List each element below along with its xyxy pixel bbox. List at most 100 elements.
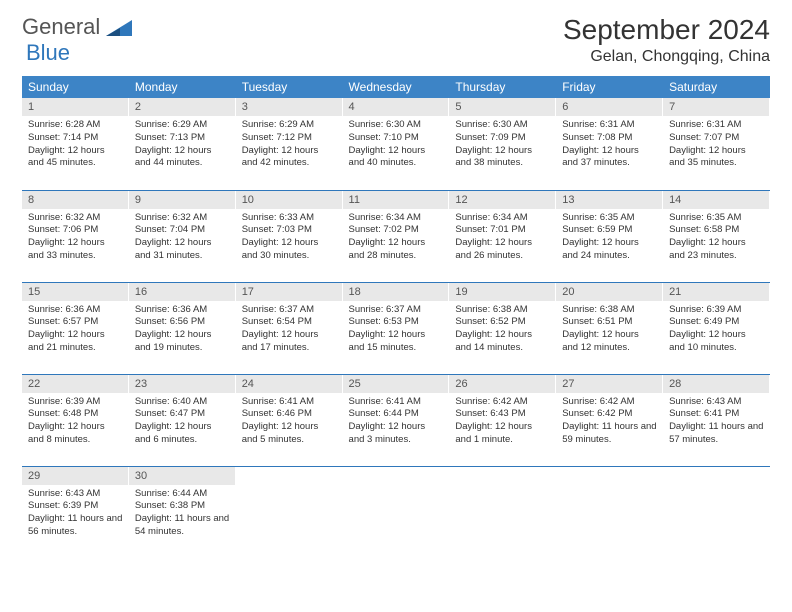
- daylight-line: Daylight: 11 hours and 54 minutes.: [135, 513, 230, 539]
- header: General September 2024 Gelan, Chongqing,…: [22, 14, 770, 66]
- sunset-line: Sunset: 6:49 PM: [669, 316, 764, 329]
- sunrise-line: Sunrise: 6:40 AM: [135, 396, 230, 409]
- sunset-line: Sunset: 6:38 PM: [135, 500, 230, 513]
- sunset-line: Sunset: 7:01 PM: [455, 224, 550, 237]
- empty-cell: [663, 467, 770, 473]
- sunset-line: Sunset: 6:59 PM: [562, 224, 657, 237]
- sunrise-line: Sunrise: 6:32 AM: [28, 212, 123, 225]
- day-details: Sunrise: 6:35 AMSunset: 6:58 PMDaylight:…: [663, 209, 770, 267]
- sunrise-line: Sunrise: 6:28 AM: [28, 119, 123, 132]
- daylight-line: Daylight: 12 hours and 30 minutes.: [242, 237, 337, 263]
- calendar-cell: 14Sunrise: 6:35 AMSunset: 6:58 PMDayligh…: [663, 190, 770, 282]
- sunset-line: Sunset: 6:48 PM: [28, 408, 123, 421]
- empty-cell: [556, 467, 663, 473]
- day-number: 25: [343, 375, 450, 393]
- dow-mon: Monday: [129, 76, 236, 98]
- sunset-line: Sunset: 6:44 PM: [349, 408, 444, 421]
- sunrise-line: Sunrise: 6:42 AM: [455, 396, 550, 409]
- sunset-line: Sunset: 6:47 PM: [135, 408, 230, 421]
- calendar-row: 22Sunrise: 6:39 AMSunset: 6:48 PMDayligh…: [22, 374, 770, 466]
- daylight-line: Daylight: 12 hours and 24 minutes.: [562, 237, 657, 263]
- dow-tue: Tuesday: [236, 76, 343, 98]
- calendar-cell: 28Sunrise: 6:43 AMSunset: 6:41 PMDayligh…: [663, 374, 770, 466]
- daylight-line: Daylight: 12 hours and 38 minutes.: [455, 145, 550, 171]
- sunset-line: Sunset: 6:39 PM: [28, 500, 123, 513]
- day-number: 3: [236, 98, 343, 116]
- day-number: 23: [129, 375, 236, 393]
- logo-text-blue: Blue: [26, 40, 70, 66]
- day-number: 18: [343, 283, 450, 301]
- sunset-line: Sunset: 7:07 PM: [669, 132, 764, 145]
- sunset-line: Sunset: 6:53 PM: [349, 316, 444, 329]
- day-number: 16: [129, 283, 236, 301]
- calendar-cell: 4Sunrise: 6:30 AMSunset: 7:10 PMDaylight…: [343, 98, 450, 190]
- day-details: Sunrise: 6:32 AMSunset: 7:06 PMDaylight:…: [22, 209, 129, 267]
- calendar-cell: 10Sunrise: 6:33 AMSunset: 7:03 PMDayligh…: [236, 190, 343, 282]
- day-number: 13: [556, 191, 663, 209]
- calendar-cell: [343, 466, 450, 558]
- day-details: Sunrise: 6:29 AMSunset: 7:13 PMDaylight:…: [129, 116, 236, 174]
- calendar-cell: 24Sunrise: 6:41 AMSunset: 6:46 PMDayligh…: [236, 374, 343, 466]
- day-number: 5: [449, 98, 556, 116]
- calendar-cell: [556, 466, 663, 558]
- day-details: Sunrise: 6:34 AMSunset: 7:02 PMDaylight:…: [343, 209, 450, 267]
- day-details: Sunrise: 6:33 AMSunset: 7:03 PMDaylight:…: [236, 209, 343, 267]
- calendar-cell: 23Sunrise: 6:40 AMSunset: 6:47 PMDayligh…: [129, 374, 236, 466]
- daylight-line: Daylight: 12 hours and 3 minutes.: [349, 421, 444, 447]
- day-number: 9: [129, 191, 236, 209]
- sunrise-line: Sunrise: 6:34 AM: [455, 212, 550, 225]
- sunset-line: Sunset: 7:12 PM: [242, 132, 337, 145]
- daylight-line: Daylight: 12 hours and 15 minutes.: [349, 329, 444, 355]
- calendar-cell: [449, 466, 556, 558]
- calendar-cell: 26Sunrise: 6:42 AMSunset: 6:43 PMDayligh…: [449, 374, 556, 466]
- calendar-row: 1Sunrise: 6:28 AMSunset: 7:14 PMDaylight…: [22, 98, 770, 190]
- day-number: 1: [22, 98, 129, 116]
- daylight-line: Daylight: 12 hours and 45 minutes.: [28, 145, 123, 171]
- calendar-cell: 30Sunrise: 6:44 AMSunset: 6:38 PMDayligh…: [129, 466, 236, 558]
- day-details: Sunrise: 6:39 AMSunset: 6:49 PMDaylight:…: [663, 301, 770, 359]
- sunset-line: Sunset: 7:09 PM: [455, 132, 550, 145]
- daylight-line: Daylight: 12 hours and 42 minutes.: [242, 145, 337, 171]
- calendar-row: 8Sunrise: 6:32 AMSunset: 7:06 PMDaylight…: [22, 190, 770, 282]
- day-number: 10: [236, 191, 343, 209]
- day-number: 22: [22, 375, 129, 393]
- calendar-cell: 7Sunrise: 6:31 AMSunset: 7:07 PMDaylight…: [663, 98, 770, 190]
- daylight-line: Daylight: 12 hours and 40 minutes.: [349, 145, 444, 171]
- sunrise-line: Sunrise: 6:29 AM: [135, 119, 230, 132]
- day-details: Sunrise: 6:37 AMSunset: 6:53 PMDaylight:…: [343, 301, 450, 359]
- day-details: Sunrise: 6:28 AMSunset: 7:14 PMDaylight:…: [22, 116, 129, 174]
- day-number: 24: [236, 375, 343, 393]
- calendar-cell: 11Sunrise: 6:34 AMSunset: 7:02 PMDayligh…: [343, 190, 450, 282]
- daylight-line: Daylight: 12 hours and 44 minutes.: [135, 145, 230, 171]
- day-details: Sunrise: 6:39 AMSunset: 6:48 PMDaylight:…: [22, 393, 129, 451]
- sunset-line: Sunset: 7:13 PM: [135, 132, 230, 145]
- daylight-line: Daylight: 12 hours and 31 minutes.: [135, 237, 230, 263]
- sunset-line: Sunset: 7:03 PM: [242, 224, 337, 237]
- sunrise-line: Sunrise: 6:38 AM: [562, 304, 657, 317]
- day-number: 19: [449, 283, 556, 301]
- sunrise-line: Sunrise: 6:44 AM: [135, 488, 230, 501]
- calendar-cell: 25Sunrise: 6:41 AMSunset: 6:44 PMDayligh…: [343, 374, 450, 466]
- day-details: Sunrise: 6:42 AMSunset: 6:42 PMDaylight:…: [556, 393, 663, 451]
- logo: General: [22, 14, 132, 40]
- sunset-line: Sunset: 6:54 PM: [242, 316, 337, 329]
- sunrise-line: Sunrise: 6:36 AM: [28, 304, 123, 317]
- dow-wed: Wednesday: [343, 76, 450, 98]
- dow-sun: Sunday: [22, 76, 129, 98]
- day-number: 20: [556, 283, 663, 301]
- title-block: September 2024 Gelan, Chongqing, China: [563, 14, 770, 66]
- sunrise-line: Sunrise: 6:43 AM: [28, 488, 123, 501]
- calendar-cell: 29Sunrise: 6:43 AMSunset: 6:39 PMDayligh…: [22, 466, 129, 558]
- sunrise-line: Sunrise: 6:38 AM: [455, 304, 550, 317]
- day-details: Sunrise: 6:43 AMSunset: 6:39 PMDaylight:…: [22, 485, 129, 543]
- daylight-line: Daylight: 12 hours and 28 minutes.: [349, 237, 444, 263]
- dow-thu: Thursday: [449, 76, 556, 98]
- day-number: 17: [236, 283, 343, 301]
- daylight-line: Daylight: 12 hours and 1 minute.: [455, 421, 550, 447]
- day-number: 27: [556, 375, 663, 393]
- day-number: 26: [449, 375, 556, 393]
- sunrise-line: Sunrise: 6:29 AM: [242, 119, 337, 132]
- calendar-cell: 1Sunrise: 6:28 AMSunset: 7:14 PMDaylight…: [22, 98, 129, 190]
- dow-sat: Saturday: [663, 76, 770, 98]
- day-details: Sunrise: 6:36 AMSunset: 6:56 PMDaylight:…: [129, 301, 236, 359]
